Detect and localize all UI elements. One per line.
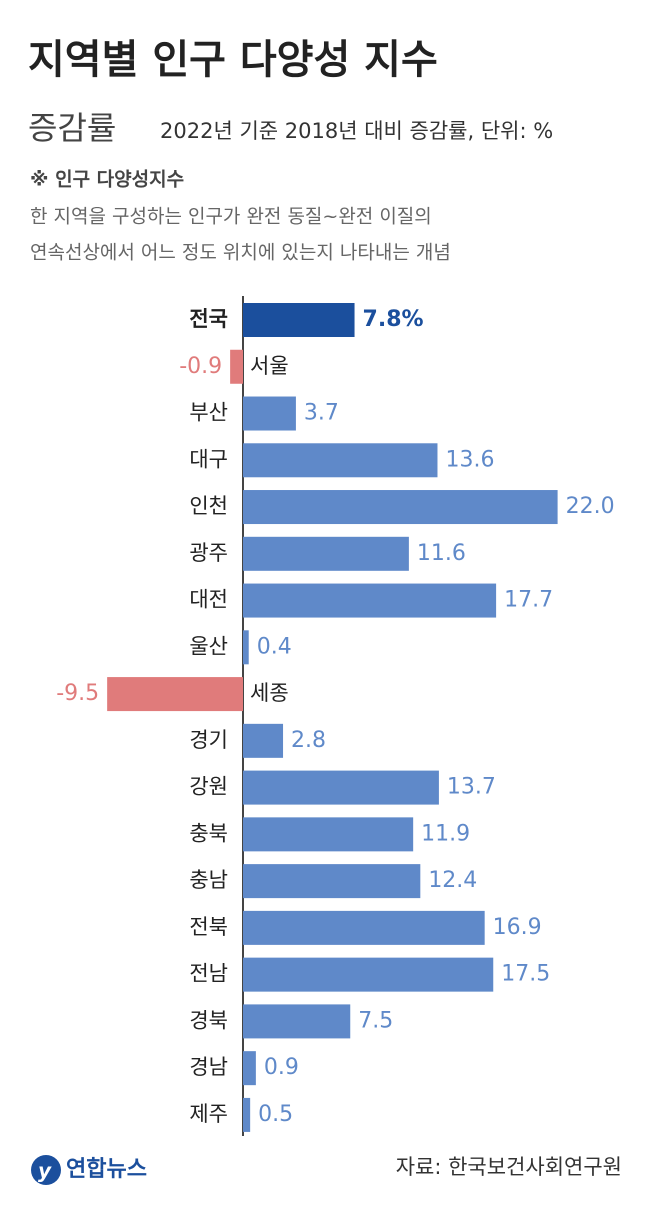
value-label: -9.5 (56, 681, 99, 706)
value-label: 17.5 (501, 962, 550, 987)
note-line: 연속선상에서 어느 정도 위치에 있는지 나타내는 개념 (30, 242, 451, 264)
bar (243, 1004, 351, 1039)
note-line: 한 지역을 구성하는 인구가 완전 동질~완전 이질의 (30, 206, 432, 228)
source: 자료: 한국보건사회연구원 (396, 1155, 622, 1179)
bar (243, 1051, 256, 1086)
category-label: 경남 (189, 1055, 228, 1079)
value-label: 0.9 (264, 1055, 299, 1080)
category-label: 제주 (189, 1102, 228, 1126)
bar (243, 1097, 251, 1132)
value-label: -0.9 (179, 354, 222, 379)
value-label: 0.4 (257, 634, 292, 659)
bar (243, 630, 249, 665)
bar (243, 770, 439, 805)
value-label: 17.7 (504, 588, 553, 613)
bar (243, 957, 494, 992)
category-label: 광주 (189, 541, 228, 565)
value-label: 11.9 (421, 821, 470, 846)
value-label: 3.7 (304, 401, 339, 426)
category-label: 강원 (189, 775, 228, 799)
category-label: 부산 (189, 401, 228, 425)
category-label: 인천 (189, 494, 228, 518)
value-label: 2.8 (291, 728, 326, 753)
value-label: 13.7 (447, 775, 496, 800)
category-label: 세종 (250, 681, 289, 705)
subtitle-note: 2022년 기준 2018년 대비 증감률, 단위: % (160, 119, 553, 143)
logo-mark: y (38, 1159, 52, 1183)
value-label: 12.4 (428, 868, 477, 893)
value-label: 7.8% (363, 307, 424, 332)
bar (243, 583, 497, 618)
category-label: 충남 (189, 868, 228, 892)
logo-icon (31, 1155, 61, 1185)
category-label: 서울 (250, 354, 289, 378)
bar (243, 817, 414, 852)
category-label: 전남 (189, 962, 228, 986)
value-label: 11.6 (417, 541, 466, 566)
bar (243, 910, 485, 945)
bar (243, 536, 409, 571)
value-label: 22.0 (566, 494, 615, 519)
category-label: 경북 (189, 1008, 228, 1032)
logo-text: 연합뉴스 (66, 1156, 147, 1182)
category-label: 경기 (189, 728, 228, 752)
bar (243, 443, 438, 478)
chart-title: 지역별 인구 다양성 지수 (28, 37, 438, 83)
subtitle: 증감률 (28, 109, 116, 147)
value-label: 7.5 (358, 1008, 393, 1033)
bar (243, 490, 558, 525)
bar (243, 723, 284, 758)
bar (107, 677, 244, 712)
category-label: 대구 (189, 447, 228, 471)
logo: y 연합뉴스 (31, 1155, 147, 1185)
category-label: 전국 (189, 307, 228, 331)
category-label: 충북 (189, 821, 228, 845)
value-label: 16.9 (493, 915, 542, 940)
bar (243, 864, 421, 899)
category-label: 대전 (189, 588, 228, 612)
bar (243, 303, 355, 337)
category-label: 전북 (189, 915, 228, 939)
value-label: 0.5 (258, 1102, 293, 1127)
bar (230, 349, 243, 384)
category-label: 울산 (189, 634, 228, 658)
note-title: ※ 인구 다양성지수 (30, 169, 184, 191)
value-label: 13.6 (445, 447, 494, 472)
bar (243, 396, 296, 431)
